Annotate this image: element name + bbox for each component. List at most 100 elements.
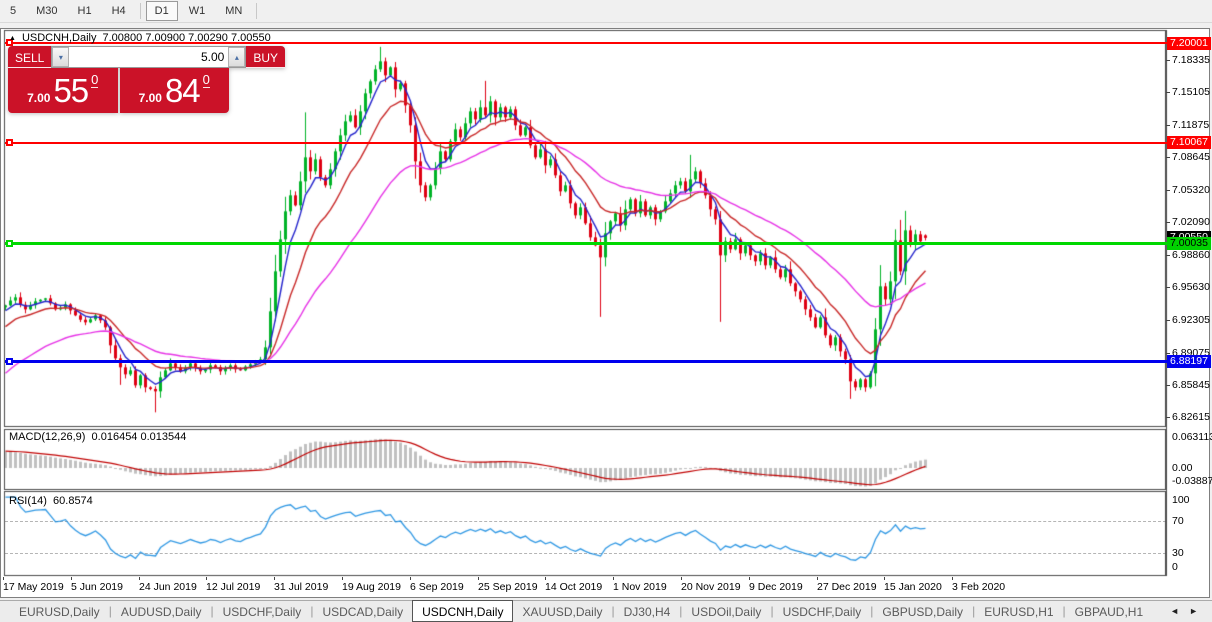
tab-scroll-left-icon[interactable]: ◄ — [1170, 606, 1180, 616]
rsi-axis-tick: 30 — [1172, 547, 1184, 559]
date-label: 27 Dec 2019 — [817, 577, 877, 593]
tab-separator: | — [210, 604, 214, 618]
chart-ohlc-values: 7.00800 7.00900 7.00290 7.00550 — [102, 32, 271, 44]
sell-price-pip-digit: 0 — [91, 72, 99, 88]
tab-usdchf-daily[interactable]: USDCHF,Daily — [222, 605, 302, 619]
tab-gbpaud-h1[interactable]: GBPAUD,H1 — [1074, 605, 1144, 619]
rsi-axis-tick: 100 — [1172, 494, 1190, 506]
timeframe-button-w1[interactable]: W1 — [188, 5, 206, 17]
price-tag-7.20001: 7.20001 — [1167, 36, 1211, 50]
sell-price-big-digits: 55 — [53, 71, 89, 109]
timeframe-toolbar: 5 M30 H1 H4 D1 W1 MN — [0, 0, 1212, 23]
tab-dj30-h4[interactable]: DJ30,H4 — [623, 605, 671, 619]
hline-anchor[interactable] — [6, 39, 13, 47]
tab-usdcnh-daily[interactable]: USDCNH,Daily — [412, 600, 514, 622]
buy-price-pip-digit: 0 — [202, 72, 210, 88]
tab-eurusd-daily[interactable]: EURUSD,Daily — [19, 605, 100, 619]
date-label: 31 Jul 2019 — [274, 577, 329, 593]
price-tick: 7.02090 — [1166, 216, 1210, 229]
chart-expand-icon[interactable]: ▲ — [9, 34, 16, 42]
volume-decrease-button[interactable]: ▾ — [52, 47, 70, 67]
price-tick: 7.18335 — [1166, 54, 1210, 66]
tab-audusd-daily[interactable]: AUDUSD,Daily — [120, 605, 202, 619]
rsi-label: RSI(14) 60.8574 — [9, 495, 93, 507]
price-tick: 7.15105 — [1166, 86, 1210, 99]
date-label: 5 Jun 2019 — [71, 577, 123, 593]
tab-nav: ◄ ► — [1170, 601, 1212, 622]
price-tag-6.88197: 6.88197 — [1167, 354, 1211, 368]
timeframe-button-m30[interactable]: M30 — [36, 5, 58, 17]
macd-axis-tick: 0.00 — [1172, 462, 1193, 474]
sell-quote[interactable]: 7.00 55 0 — [8, 68, 118, 113]
hline-7.10067[interactable] — [5, 138, 1167, 146]
date-label: 19 Aug 2019 — [342, 577, 401, 593]
tab-separator: | — [972, 604, 976, 618]
timeframe-button-h1[interactable]: H1 — [77, 5, 92, 17]
date-label: 6 Sep 2019 — [410, 577, 464, 593]
price-tag-7.10067: 7.10067 — [1167, 136, 1211, 150]
macd-label: MACD(12,26,9) 0.016454 0.013544 — [9, 431, 186, 443]
date-label: 20 Nov 2019 — [681, 577, 741, 593]
macd-name: MACD(12,26,9) — [9, 431, 86, 443]
price-tick: 6.85845 — [1166, 378, 1210, 391]
date-label: 14 Oct 2019 — [545, 577, 603, 593]
chart-window: ▲ USDCNH,Daily 7.00800 7.00900 7.00290 7… — [0, 28, 1212, 598]
macd-values: 0.016454 0.013544 — [91, 431, 187, 443]
price-tick: 7.11875 — [1165, 118, 1210, 131]
tab-usdoil-daily[interactable]: USDOil,Daily — [691, 605, 762, 619]
chevron-up-icon: ▴ — [234, 53, 239, 62]
hline-anchor[interactable] — [6, 239, 13, 247]
buy-button[interactable]: BUY — [246, 46, 286, 68]
sell-button[interactable]: SELL — [8, 46, 52, 68]
price-tick: 6.98860 — [1166, 248, 1210, 261]
hline-6.88197[interactable] — [5, 357, 1167, 365]
hline-anchor[interactable] — [6, 138, 13, 146]
buy-price-big-digits: 84 — [164, 71, 201, 109]
one-click-trade-panel: SELL ▾ ▴ BUY 7.00 55 — [8, 46, 286, 113]
tab-eurusd-h1[interactable]: EURUSD,H1 — [984, 605, 1054, 619]
volume-increase-button[interactable]: ▴ — [228, 47, 246, 67]
buy-price-prefix: 7.00 — [138, 91, 162, 105]
date-label: 15 Jan 2020 — [884, 577, 942, 593]
hline-anchor[interactable] — [6, 357, 13, 365]
timeframe-button-5[interactable]: 5 — [10, 5, 17, 17]
volume-input[interactable] — [69, 47, 229, 67]
date-label: 3 Feb 2020 — [952, 577, 1006, 593]
price-tag-7.00035: 7.00035 — [1167, 236, 1211, 250]
macd-axis-tick: 0.063113 — [1172, 431, 1212, 443]
sell-price-prefix: 7.00 — [27, 91, 51, 105]
tab-separator: | — [310, 604, 314, 618]
chart-title: ▲ USDCNH,Daily 7.00800 7.00900 7.00290 7… — [9, 32, 271, 44]
timeframe-button-d1[interactable]: D1 — [145, 1, 178, 21]
tab-xauusd-daily[interactable]: XAUUSD,Daily — [522, 605, 603, 619]
date-label: 24 Jun 2019 — [139, 577, 197, 593]
price-tick: 7.08645 — [1166, 150, 1210, 163]
tab-usdchf-daily[interactable]: USDCHF,Daily — [782, 605, 862, 619]
hline-7.20001[interactable] — [5, 39, 1167, 47]
toolbar-separator — [256, 3, 258, 19]
tab-separator: | — [679, 604, 683, 618]
buy-quote[interactable]: 7.00 84 0 — [119, 68, 229, 113]
tab-gbpusd-daily[interactable]: GBPUSD,Daily — [882, 605, 964, 619]
tab-usdcad-daily[interactable]: USDCAD,Daily — [322, 605, 404, 619]
tab-separator: | — [870, 604, 874, 618]
price-tick: 6.82615 — [1166, 411, 1210, 424]
price-chart-canvas[interactable] — [1, 29, 1209, 597]
tab-separator: | — [108, 604, 112, 618]
buy-button-label: BUY — [246, 49, 286, 68]
date-label: 9 Dec 2019 — [749, 577, 803, 593]
price-tick: 6.95630 — [1166, 281, 1210, 294]
toolbar-separator — [139, 3, 141, 19]
timeframe-button-mn[interactable]: MN — [225, 5, 243, 17]
hline-7.00035[interactable] — [5, 239, 1167, 247]
date-label: 25 Sep 2019 — [478, 577, 538, 593]
rsi-value: 60.8574 — [53, 495, 93, 507]
date-label: 1 Nov 2019 — [613, 577, 667, 593]
rsi-axis-tick: 70 — [1172, 515, 1184, 527]
timeframe-button-h4[interactable]: H4 — [111, 5, 126, 17]
price-tick: 6.92305 — [1166, 314, 1210, 327]
tab-scroll-right-icon[interactable]: ► — [1189, 606, 1198, 616]
price-tick: 7.05320 — [1166, 184, 1210, 197]
sell-button-label: SELL — [8, 49, 52, 68]
